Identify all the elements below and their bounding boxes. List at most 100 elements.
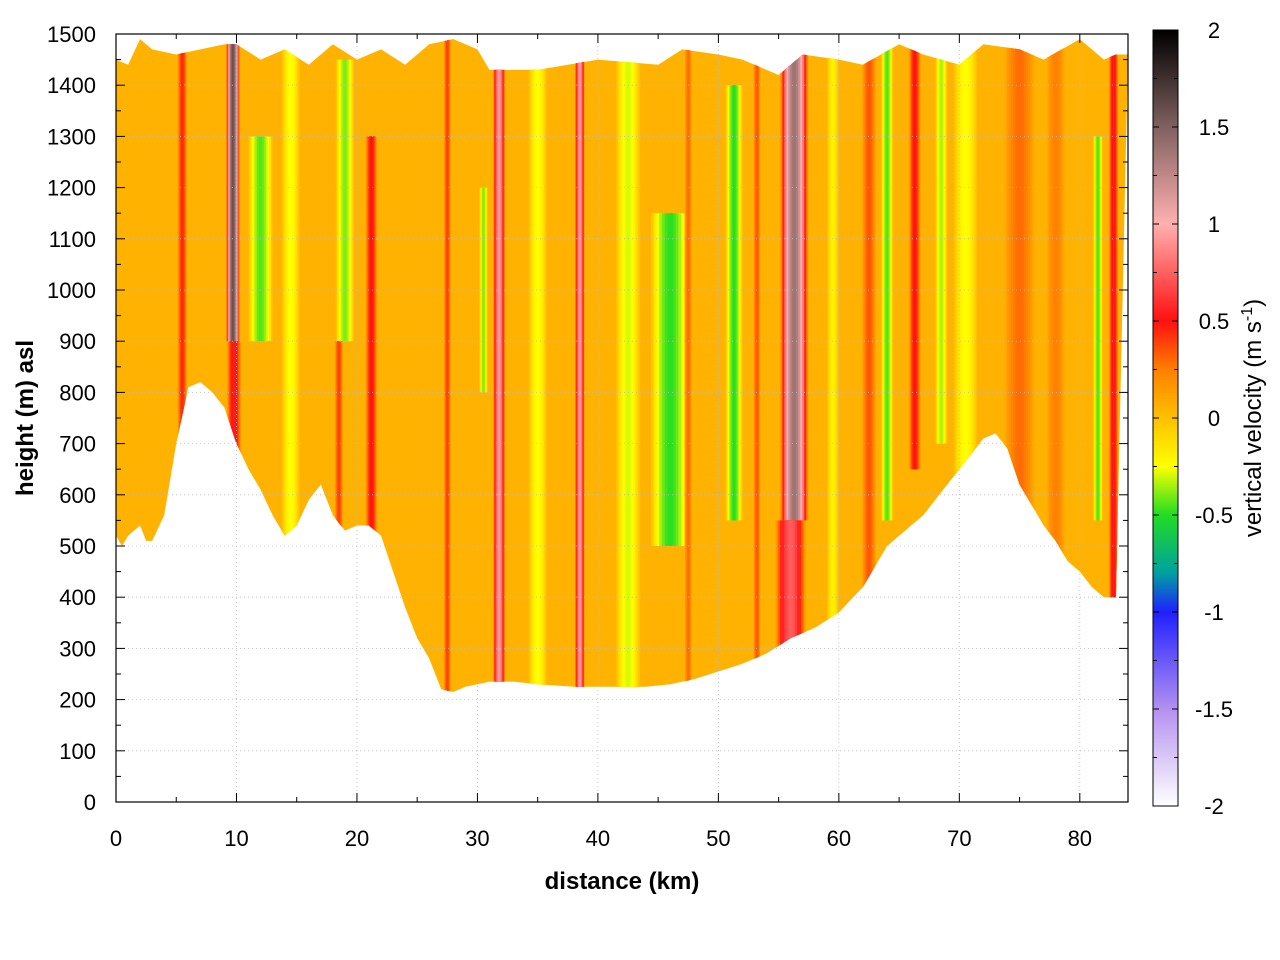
velocity-band xyxy=(935,39,948,444)
colorbar-tick-label: -1.5 xyxy=(1195,697,1233,722)
x-tick-label: 50 xyxy=(706,826,730,851)
velocity-band xyxy=(334,341,344,692)
velocity-band xyxy=(528,39,547,692)
grid-lines xyxy=(116,34,1128,802)
y-tick-label: 1200 xyxy=(47,176,96,201)
velocity-band xyxy=(1108,39,1119,692)
velocity-band xyxy=(725,85,743,521)
velocity-band xyxy=(493,39,506,692)
velocity-band-strip xyxy=(940,39,943,444)
velocity-band-strip xyxy=(536,39,539,692)
y-tick-label: 1100 xyxy=(49,227,96,252)
colorbar-tick-label: 1.5 xyxy=(1199,115,1230,140)
velocity-band xyxy=(443,39,451,692)
velocity-band-strip xyxy=(231,39,234,342)
velocity-band xyxy=(953,39,978,692)
velocity-band-strip xyxy=(788,520,793,692)
x-tick-label: 0 xyxy=(110,826,122,851)
velocity-field xyxy=(116,39,1128,692)
velocity-band-strip xyxy=(867,39,871,692)
y-tick-label: 1000 xyxy=(47,278,96,303)
velocity-band-strip xyxy=(498,39,500,692)
x-axis-title: distance (km) xyxy=(545,868,700,895)
velocity-band-strip xyxy=(687,39,689,692)
velocity-band xyxy=(1046,39,1065,692)
colorbar: -2 -1.5 -1 -0.5 0 0.5 1 1.5 2 vertical velocity … xyxy=(1152,18,1267,819)
velocity-band-strip xyxy=(338,341,340,692)
velocity-band xyxy=(861,39,877,692)
colorbar-tick-label: 2 xyxy=(1208,18,1220,43)
velocity-band-strip xyxy=(913,39,916,470)
velocity-band-strip xyxy=(579,39,581,692)
velocity-band xyxy=(1093,136,1103,521)
y-tick-label: 1400 xyxy=(47,73,96,98)
velocity-band-strip xyxy=(446,39,448,692)
colorbar-tick-label: -2 xyxy=(1204,794,1224,819)
x-tick-label: 70 xyxy=(947,826,971,851)
velocity-band xyxy=(684,39,692,692)
velocity-band-strip xyxy=(732,85,736,521)
velocity-band xyxy=(753,39,761,692)
velocity-band-strip xyxy=(233,341,236,692)
velocity-band-strip xyxy=(792,39,797,521)
velocity-band xyxy=(479,187,488,393)
colorbar-title-close: ) xyxy=(1240,299,1267,307)
velocity-band-strip xyxy=(1017,39,1022,692)
velocity-band xyxy=(177,39,188,692)
velocity-band xyxy=(780,39,809,521)
y-tick-label: 0 xyxy=(84,790,96,815)
y-tick-label: 300 xyxy=(59,636,96,661)
velocity-band xyxy=(615,39,641,692)
colorbar-tick-label: 0 xyxy=(1208,406,1220,431)
colorbar-tick-label: 0.5 xyxy=(1199,309,1230,334)
colorbar-title-superscript: -1 xyxy=(1239,307,1256,321)
y-tick-label: 400 xyxy=(59,585,96,610)
y-axis-title: height (m) asl xyxy=(12,340,39,496)
velocity-band-strip xyxy=(831,39,834,692)
velocity-band-strip xyxy=(1054,39,1058,692)
y-tick-label: 600 xyxy=(59,483,96,508)
velocity-band xyxy=(575,39,585,692)
y-tick-label: 800 xyxy=(59,380,96,405)
velocity-band-strip xyxy=(482,187,485,393)
velocity-band-strip xyxy=(1097,136,1099,521)
velocity-band-strip xyxy=(370,136,373,692)
velocity-band-strip xyxy=(289,39,292,692)
velocity-band xyxy=(335,59,354,342)
y-tick-label: 500 xyxy=(59,534,96,559)
velocity-band-strip xyxy=(886,39,888,521)
y-axis-ticks: 0 100 200 300 400 500 600 700 800 900 1000 1100 1200… xyxy=(47,22,1128,815)
velocity-band-strip xyxy=(626,39,630,692)
x-tick-label: 60 xyxy=(827,826,851,851)
velocity-band xyxy=(650,213,690,546)
velocity-band-strip xyxy=(1112,39,1115,692)
y-tick-label: 1300 xyxy=(47,124,96,149)
x-tick-label: 20 xyxy=(345,826,369,851)
y-tick-label: 1500 xyxy=(47,22,96,47)
velocity-band xyxy=(826,39,839,692)
velocity-band xyxy=(908,39,921,470)
colorbar-tick-label: 1 xyxy=(1208,212,1220,237)
velocity-band xyxy=(226,39,240,342)
velocity-band-strip xyxy=(963,39,968,692)
colorbar-ticks: -2 -1.5 -1 -0.5 0 0.5 1 1.5 2 xyxy=(1153,18,1233,819)
velocity-band xyxy=(281,39,300,692)
velocity-band-strip xyxy=(181,39,183,692)
velocity-band xyxy=(1004,39,1035,692)
velocity-band xyxy=(775,520,806,692)
velocity-band xyxy=(226,341,242,692)
velocity-band-strip xyxy=(756,39,758,692)
colorbar-title: vertical velocity (m s-1) xyxy=(1239,299,1267,537)
x-tick-label: 40 xyxy=(586,826,610,851)
velocity-band xyxy=(881,39,894,521)
velocity-band-strip xyxy=(667,213,673,546)
velocity-band-strip xyxy=(343,59,347,342)
colorbar-tick-label: -0.5 xyxy=(1195,503,1233,528)
x-tick-label: 10 xyxy=(224,826,248,851)
y-tick-label: 700 xyxy=(59,432,96,457)
colorbar-tick-label: -1 xyxy=(1204,600,1224,625)
y-tick-label: 100 xyxy=(59,739,96,764)
x-tick-label: 80 xyxy=(1068,826,1092,851)
y-tick-label: 900 xyxy=(59,329,96,354)
